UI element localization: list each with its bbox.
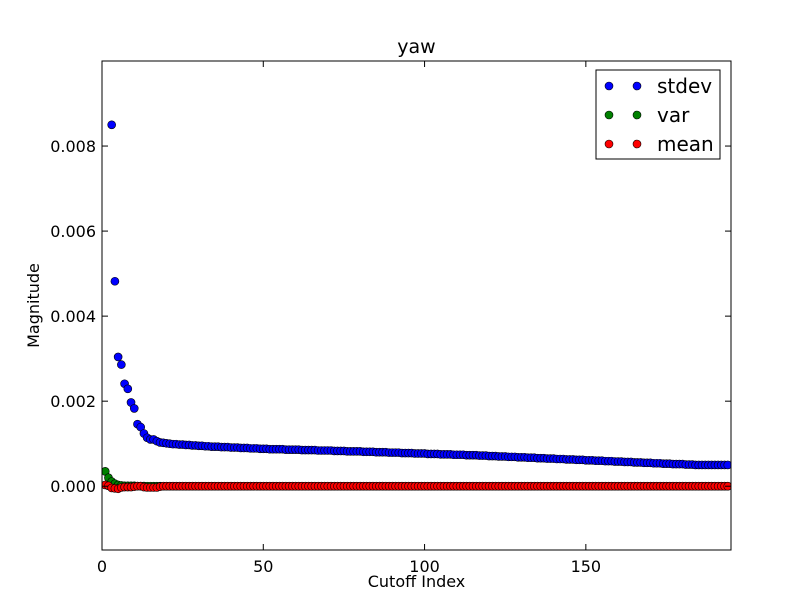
x-tick-label: 100 (409, 557, 440, 576)
legend-marker (604, 139, 614, 149)
x-axis-label: Cutoff Index (368, 572, 466, 591)
legend-marker (632, 81, 642, 91)
points-layer (102, 120, 731, 494)
series-stdev (107, 120, 731, 470)
plot-area (102, 120, 731, 494)
y-tick-label: 0.006 (50, 222, 96, 241)
data-point-stdev (113, 352, 123, 362)
legend-box (595, 69, 721, 160)
series-mean (102, 480, 731, 494)
y-axis-label: Magnitude (24, 263, 43, 348)
data-point-stdev (117, 360, 126, 369)
y-tick-label: 0.004 (50, 307, 96, 326)
x-tick-label: 150 (571, 557, 602, 576)
data-point-stdev (110, 276, 120, 286)
data-point-stdev (107, 120, 116, 130)
chart-title: yaw (397, 36, 435, 58)
legend-label: stdev (657, 74, 712, 98)
data-point-stdev (723, 460, 731, 470)
legend-item-mean: mean (604, 132, 714, 156)
y-tick-label: 0.000 (50, 477, 96, 496)
legend: stdev var mean (595, 69, 721, 160)
data-point-stdev (129, 404, 139, 413)
x-tick-label: 50 (253, 557, 273, 576)
plot-frame (101, 60, 732, 551)
legend-item-var: var (604, 103, 690, 127)
x-tick-label: 0 (97, 557, 107, 576)
y-tick-label: 0.008 (50, 137, 96, 156)
data-point-stdev (123, 384, 133, 394)
legend-label: var (657, 103, 690, 127)
y-tick-label: 0.002 (50, 392, 96, 411)
legend-label: mean (657, 132, 714, 156)
legend-marker (632, 110, 642, 120)
legend-marker (604, 110, 614, 120)
legend-marker (632, 139, 642, 149)
ticks-layer: 0 50 100 150 0.000 0.002 0.004 0.006 0.008 (50, 61, 731, 576)
legend-marker (604, 81, 614, 91)
legend-item-stdev: stdev (604, 74, 712, 98)
